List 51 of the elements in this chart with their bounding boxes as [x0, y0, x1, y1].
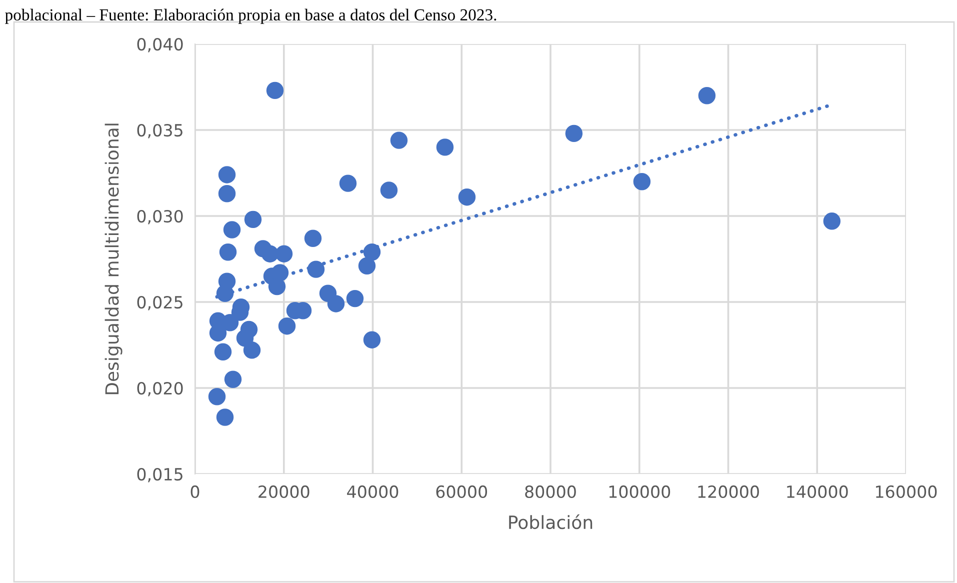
point [346, 290, 364, 308]
point [363, 331, 381, 348]
text: poblacional – Fuente: Elaboración propia en base a datos del Censo 2023. [5, 8, 496, 24]
point [275, 245, 293, 262]
point [218, 166, 236, 184]
y-tick-label: 0,030 [137, 210, 183, 224]
x-tick-label: 120000 [698, 485, 759, 498]
x-axis-title: Población [509, 514, 592, 530]
x-tick-label: 0 [190, 485, 200, 498]
point [698, 86, 716, 104]
point [236, 330, 254, 347]
y-tick-label: 0,025 [137, 296, 182, 310]
point [244, 210, 262, 228]
point [214, 343, 232, 360]
point [565, 124, 583, 142]
point [307, 260, 325, 278]
point [261, 245, 279, 262]
x-tick-label: 60000 [436, 485, 488, 498]
x-tick-label: 100000 [609, 485, 670, 498]
point [633, 172, 651, 190]
x-tick-label: 40000 [347, 485, 398, 498]
y-tick-label: 0,040 [137, 38, 183, 52]
point [208, 388, 226, 406]
y-tick-label: 0,020 [137, 382, 183, 396]
x-tick-label: 20000 [258, 485, 310, 498]
y-axis-title: Desigualdad multidimensional [104, 124, 122, 394]
point [266, 82, 284, 100]
point [271, 264, 289, 282]
point [219, 244, 237, 261]
point [358, 257, 376, 274]
point [436, 138, 454, 156]
point [243, 342, 261, 359]
point [339, 174, 357, 192]
point [224, 370, 242, 388]
point [327, 295, 345, 312]
point [458, 188, 476, 206]
point [363, 244, 381, 261]
point [390, 132, 408, 149]
point [216, 408, 234, 426]
point [216, 284, 234, 302]
x-tick-label: 80000 [525, 485, 576, 498]
point [823, 212, 841, 230]
y-tick-label: 0,015 [137, 468, 182, 482]
y-tick-label: 0,035 [137, 124, 182, 138]
x-tick-label: 160000 [876, 485, 937, 498]
point [218, 185, 236, 202]
point [380, 182, 398, 199]
point [304, 230, 322, 247]
x-tick-label: 140000 [787, 485, 848, 498]
point [278, 317, 296, 335]
point [223, 221, 241, 238]
